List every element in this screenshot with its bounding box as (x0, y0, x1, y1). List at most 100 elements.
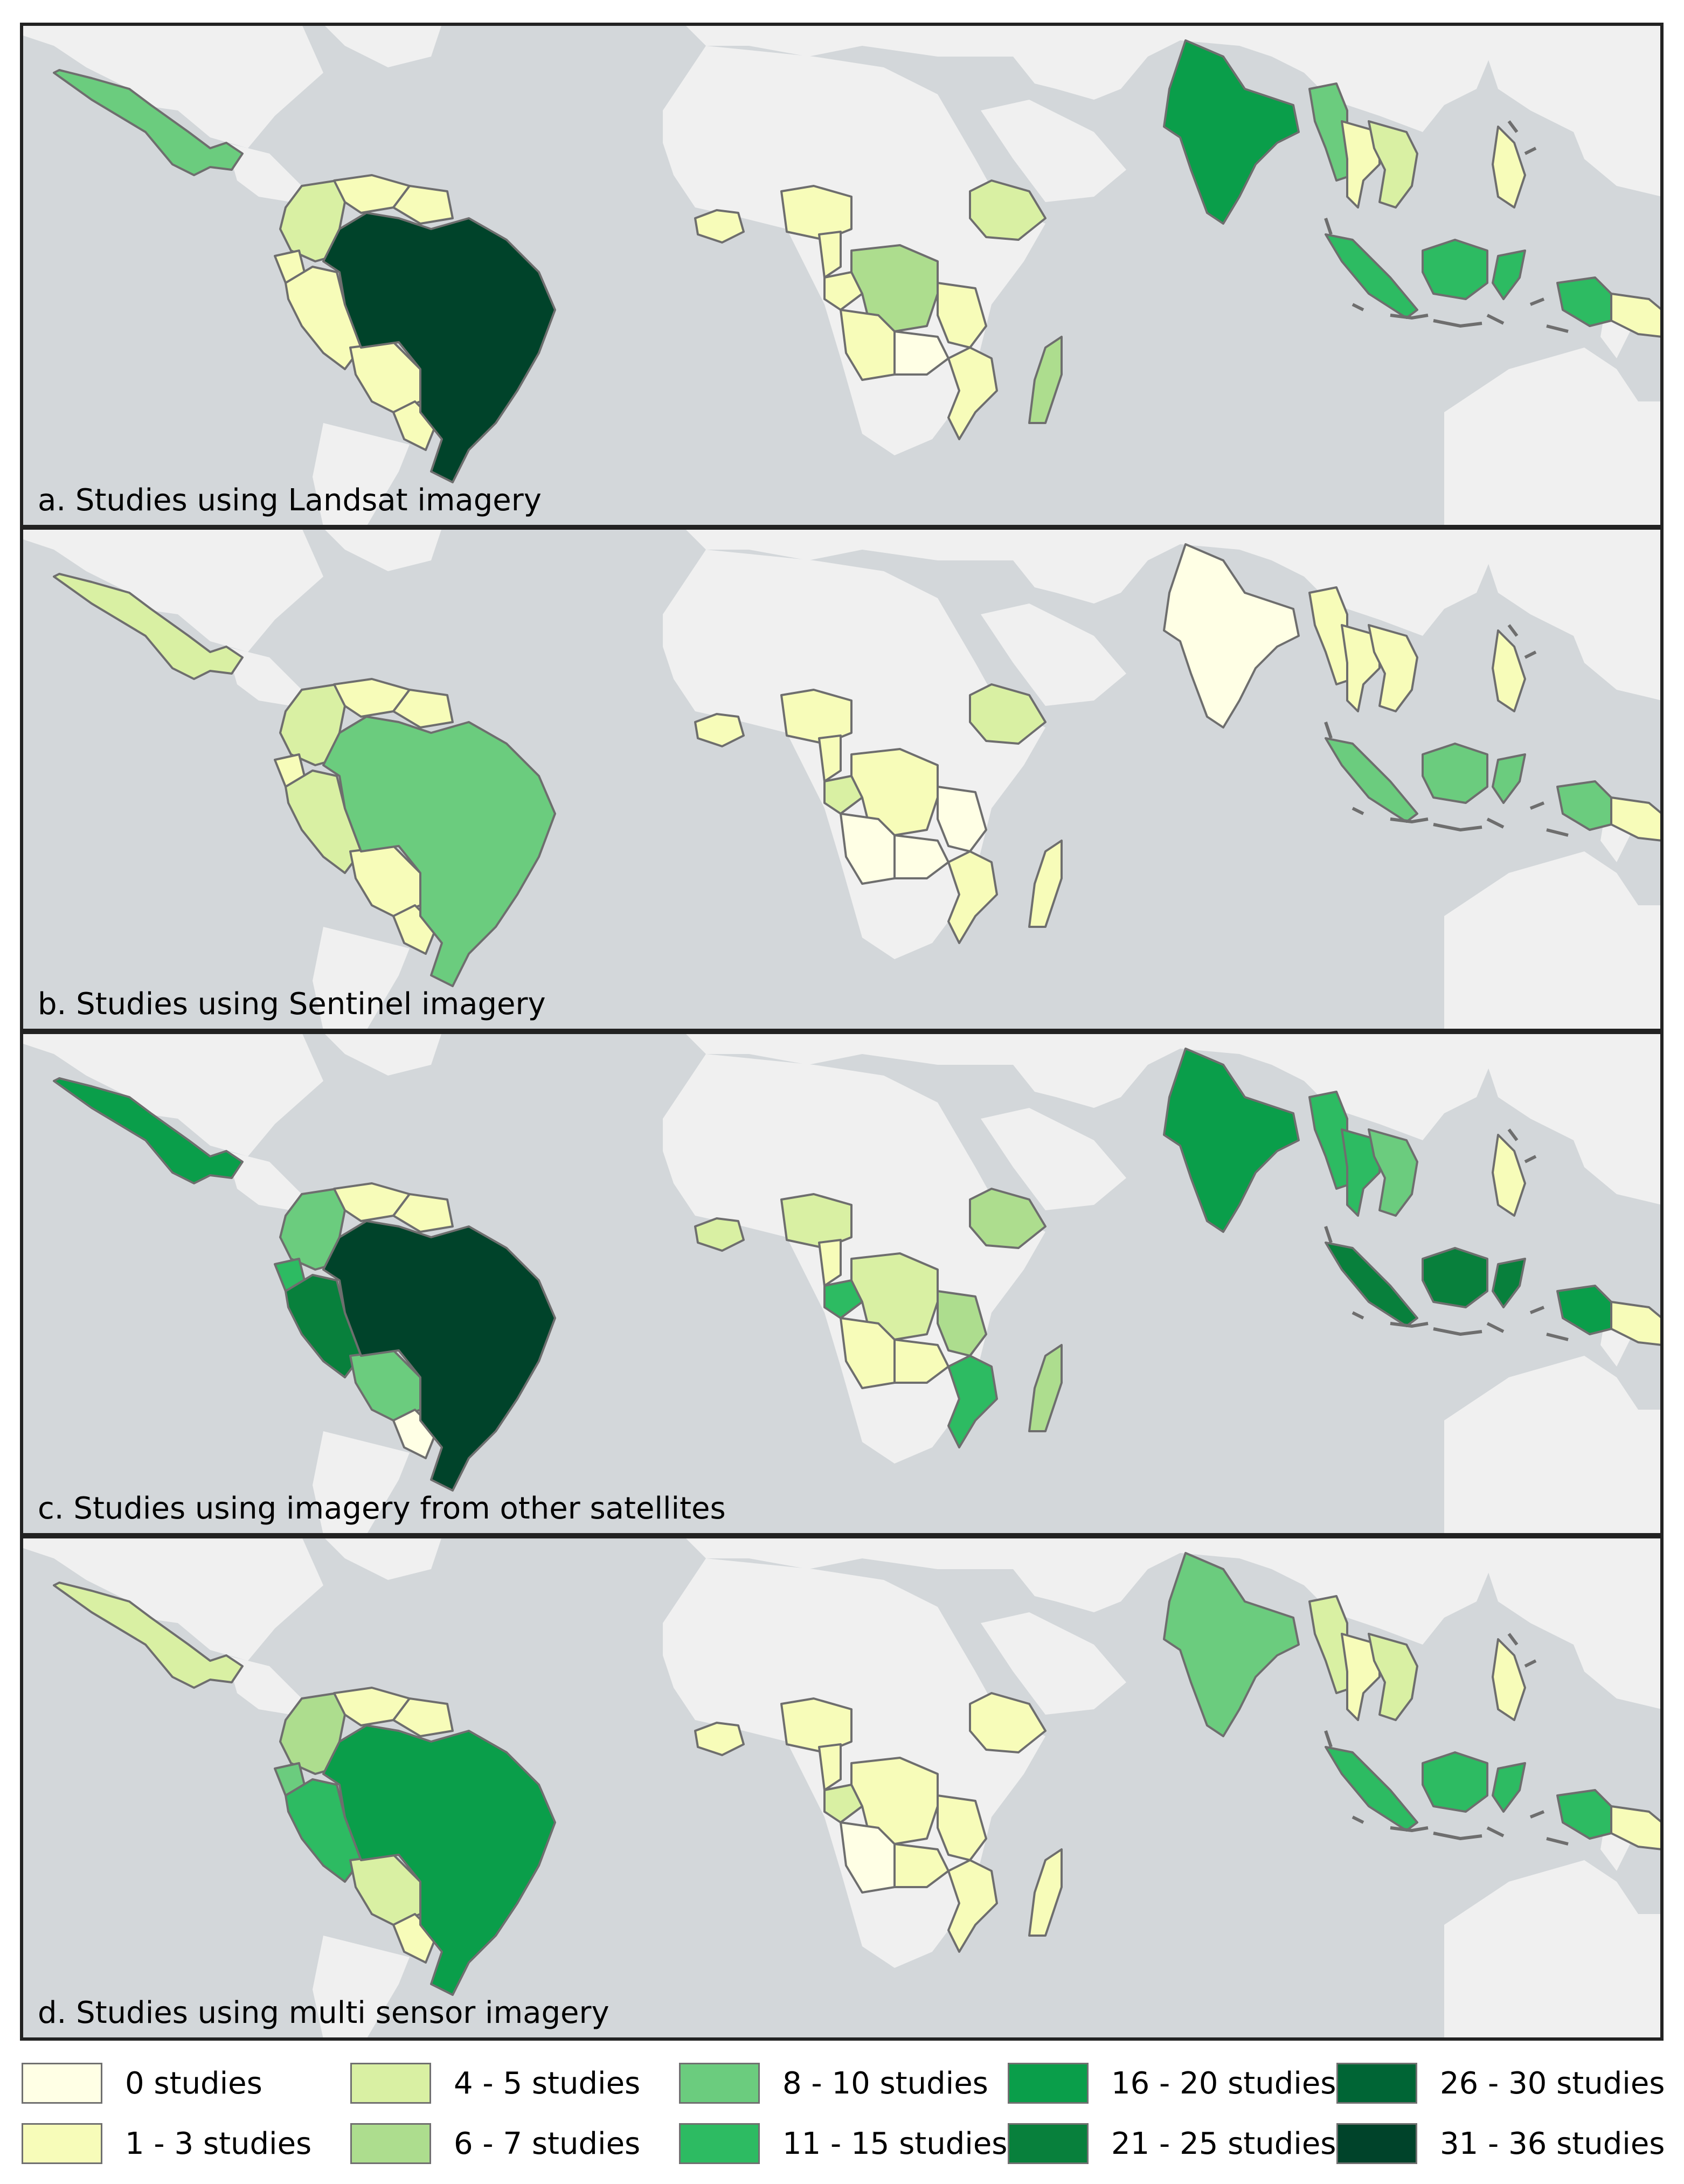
legend-item: 1 - 3 studies (22, 2120, 311, 2167)
legend-swatch (1336, 2063, 1417, 2104)
island-scatter (1324, 624, 1569, 837)
region-west_africa (694, 209, 745, 244)
region-drc (850, 1757, 939, 1845)
panel-label: a. Studies using Landsat imagery (38, 483, 542, 518)
panel-frame (20, 1535, 1664, 2041)
region-gabon_congo (823, 775, 863, 815)
region-borneo (1422, 743, 1488, 804)
region-drc (850, 1252, 939, 1341)
region-sumatra (1325, 1746, 1418, 1832)
map-panel-sentinel: b. Studies using Sentinel imagery (20, 526, 1664, 1032)
legend-label: 16 - 20 studies (1111, 2065, 1336, 2101)
region-ethiopia (969, 1692, 1047, 1753)
legend-item: 26 - 30 studies (1336, 2060, 1665, 2107)
map-legend: 0 studies 1 - 3 studies 4 - 5 studies 6 - 7… (22, 2060, 1665, 2178)
legend-label: 1 - 3 studies (125, 2126, 312, 2161)
legend-label: 26 - 30 studies (1440, 2065, 1665, 2101)
region-guianas (392, 689, 454, 729)
region-madagascar (1028, 1344, 1063, 1432)
region-philippines (1492, 1638, 1526, 1721)
region-philippines (1492, 629, 1526, 712)
region-madagascar (1028, 840, 1063, 928)
legend-label: 6 - 7 studies (454, 2126, 641, 2161)
region-nigeria_region (780, 689, 853, 745)
region-west_africa (694, 1217, 745, 1252)
region-sumatra (1325, 1242, 1418, 1327)
region-gabon_congo (823, 1279, 863, 1319)
legend-item: 16 - 20 studies (1008, 2060, 1336, 2107)
region-zambia (893, 1339, 950, 1384)
region-india (1163, 1048, 1300, 1233)
island-scatter (1324, 120, 1569, 333)
region-west_africa (694, 713, 745, 747)
region-philippines (1492, 1134, 1526, 1217)
map-panel-multi: d. Studies using multi sensor imagery (20, 1535, 1664, 2041)
region-guianas (392, 1697, 454, 1737)
region-laos_vietnam (1368, 624, 1418, 712)
region-png (1610, 1805, 1662, 1850)
region-ethiopia (969, 179, 1047, 241)
region-ethiopia (969, 683, 1047, 745)
region-png (1610, 1301, 1662, 1346)
region-mozambique (947, 1355, 998, 1448)
region-gabon_congo (823, 1784, 863, 1824)
panel-frame (20, 526, 1664, 1032)
legend-swatch (22, 2063, 102, 2104)
region-india (1163, 1552, 1300, 1737)
legend-label: 31 - 36 studies (1440, 2126, 1665, 2161)
legend-swatch (1008, 2123, 1089, 2164)
map-panel-landsat: a. Studies using Landsat imagery (20, 23, 1664, 528)
region-nigeria_region (780, 1193, 853, 1249)
region-brazil (322, 1724, 556, 1996)
region-zambia (893, 834, 950, 879)
region-ethiopia (969, 1188, 1047, 1249)
legend-swatch (679, 2063, 760, 2104)
region-cameroon (818, 231, 842, 279)
legend-label: 8 - 10 studies (782, 2065, 988, 2101)
legend-item: 4 - 5 studies (350, 2060, 640, 2107)
region-laos_vietnam (1368, 1633, 1418, 1721)
legend-swatch (1008, 2063, 1089, 2104)
region-cameroon (818, 1743, 842, 1791)
region-sulawesi (1492, 1762, 1526, 1813)
region-mexico (53, 573, 244, 680)
region-guianas (392, 1193, 454, 1233)
region-sumatra (1325, 737, 1418, 823)
region-madagascar (1028, 1848, 1063, 1937)
region-philippines (1492, 126, 1526, 209)
panel-frame (20, 1031, 1664, 1536)
region-sulawesi (1492, 753, 1526, 804)
region-png (1610, 796, 1662, 842)
map-panel-other: c. Studies using imagery from other sate… (20, 1031, 1664, 1536)
region-mozambique (947, 1859, 998, 1953)
region-gabon_congo (823, 271, 863, 311)
region-drc (850, 748, 939, 836)
region-mozambique (947, 346, 998, 440)
region-mexico (53, 69, 244, 176)
legend-swatch (1336, 2123, 1417, 2164)
legend-swatch (350, 2123, 431, 2164)
legend-swatch (350, 2063, 431, 2104)
region-west_africa (694, 1722, 745, 1756)
legend-item: 0 studies (22, 2060, 262, 2107)
region-borneo (1422, 1751, 1488, 1813)
region-brazil (322, 212, 556, 483)
region-sumatra (1325, 233, 1418, 319)
region-mozambique (947, 850, 998, 944)
region-borneo (1422, 1247, 1488, 1308)
region-laos_vietnam (1368, 1128, 1418, 1217)
region-sulawesi (1492, 249, 1526, 300)
region-mexico (53, 1582, 244, 1689)
legend-item: 11 - 15 studies (679, 2120, 1007, 2167)
region-zambia (893, 1843, 950, 1888)
legend-item: 21 - 25 studies (1008, 2120, 1336, 2167)
region-brazil (322, 716, 556, 987)
legend-label: 0 studies (125, 2065, 262, 2101)
region-zambia (893, 330, 950, 376)
panel-label: c. Studies using imagery from other sate… (38, 1491, 726, 1526)
region-nigeria_region (780, 185, 853, 241)
panel-label: d. Studies using multi sensor imagery (38, 1995, 609, 2030)
region-nigeria_region (780, 1697, 853, 1753)
region-india (1163, 39, 1300, 225)
region-sulawesi (1492, 1258, 1526, 1308)
